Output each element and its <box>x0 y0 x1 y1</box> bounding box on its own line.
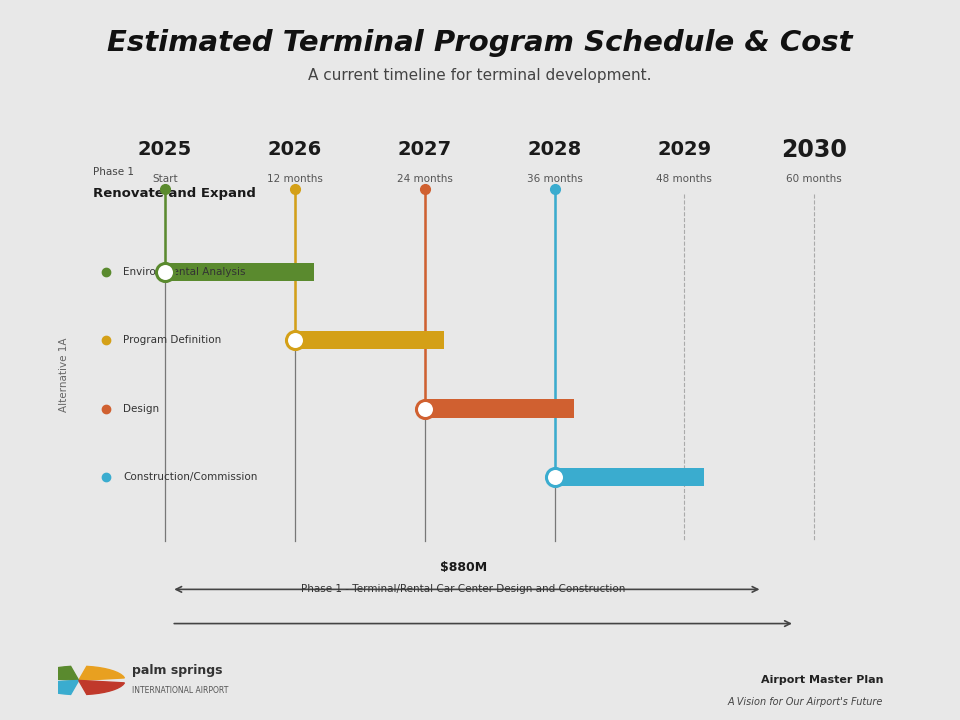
Text: A Vision for Our Airport's Future: A Vision for Our Airport's Future <box>728 697 883 707</box>
Text: INTERNATIONAL AIRPORT: INTERNATIONAL AIRPORT <box>132 685 228 695</box>
Text: Estimated Terminal Program Schedule & Cost: Estimated Terminal Program Schedule & Co… <box>108 29 852 57</box>
Text: Program Definition: Program Definition <box>123 336 222 345</box>
Text: Environmental Analysis: Environmental Analysis <box>123 267 246 276</box>
Text: 2026: 2026 <box>268 140 322 159</box>
Polygon shape <box>33 667 79 680</box>
Text: Airport Master Plan: Airport Master Plan <box>760 675 883 685</box>
Text: 2030: 2030 <box>781 138 848 162</box>
Text: 36 months: 36 months <box>527 174 583 184</box>
Text: $880M: $880M <box>440 561 487 574</box>
Text: 48 months: 48 months <box>657 174 712 184</box>
Text: 60 months: 60 months <box>786 174 842 184</box>
Text: A current timeline for terminal development.: A current timeline for terminal developm… <box>308 68 652 84</box>
Polygon shape <box>79 680 125 694</box>
Text: Start: Start <box>152 174 178 184</box>
Text: Phase 1 - Terminal/Rental Car Center Design and Construction: Phase 1 - Terminal/Rental Car Center Des… <box>301 585 626 595</box>
Polygon shape <box>33 680 79 694</box>
Text: Construction/Commission: Construction/Commission <box>123 472 257 482</box>
Bar <box>555 468 704 486</box>
Text: 2025: 2025 <box>138 140 192 159</box>
Text: Phase 1: Phase 1 <box>93 166 134 176</box>
Text: 2029: 2029 <box>658 140 711 159</box>
Text: 24 months: 24 months <box>396 174 452 184</box>
Text: Design: Design <box>123 404 159 413</box>
Bar <box>165 263 314 281</box>
Bar <box>424 400 574 418</box>
Text: 2027: 2027 <box>397 140 452 159</box>
Text: 2028: 2028 <box>527 140 582 159</box>
Text: 12 months: 12 months <box>267 174 323 184</box>
Text: palm springs: palm springs <box>132 664 222 678</box>
Bar <box>295 331 444 349</box>
Text: Renovate and Expand: Renovate and Expand <box>93 187 256 200</box>
Polygon shape <box>79 667 125 680</box>
Text: Alternative 1A: Alternative 1A <box>59 337 68 412</box>
